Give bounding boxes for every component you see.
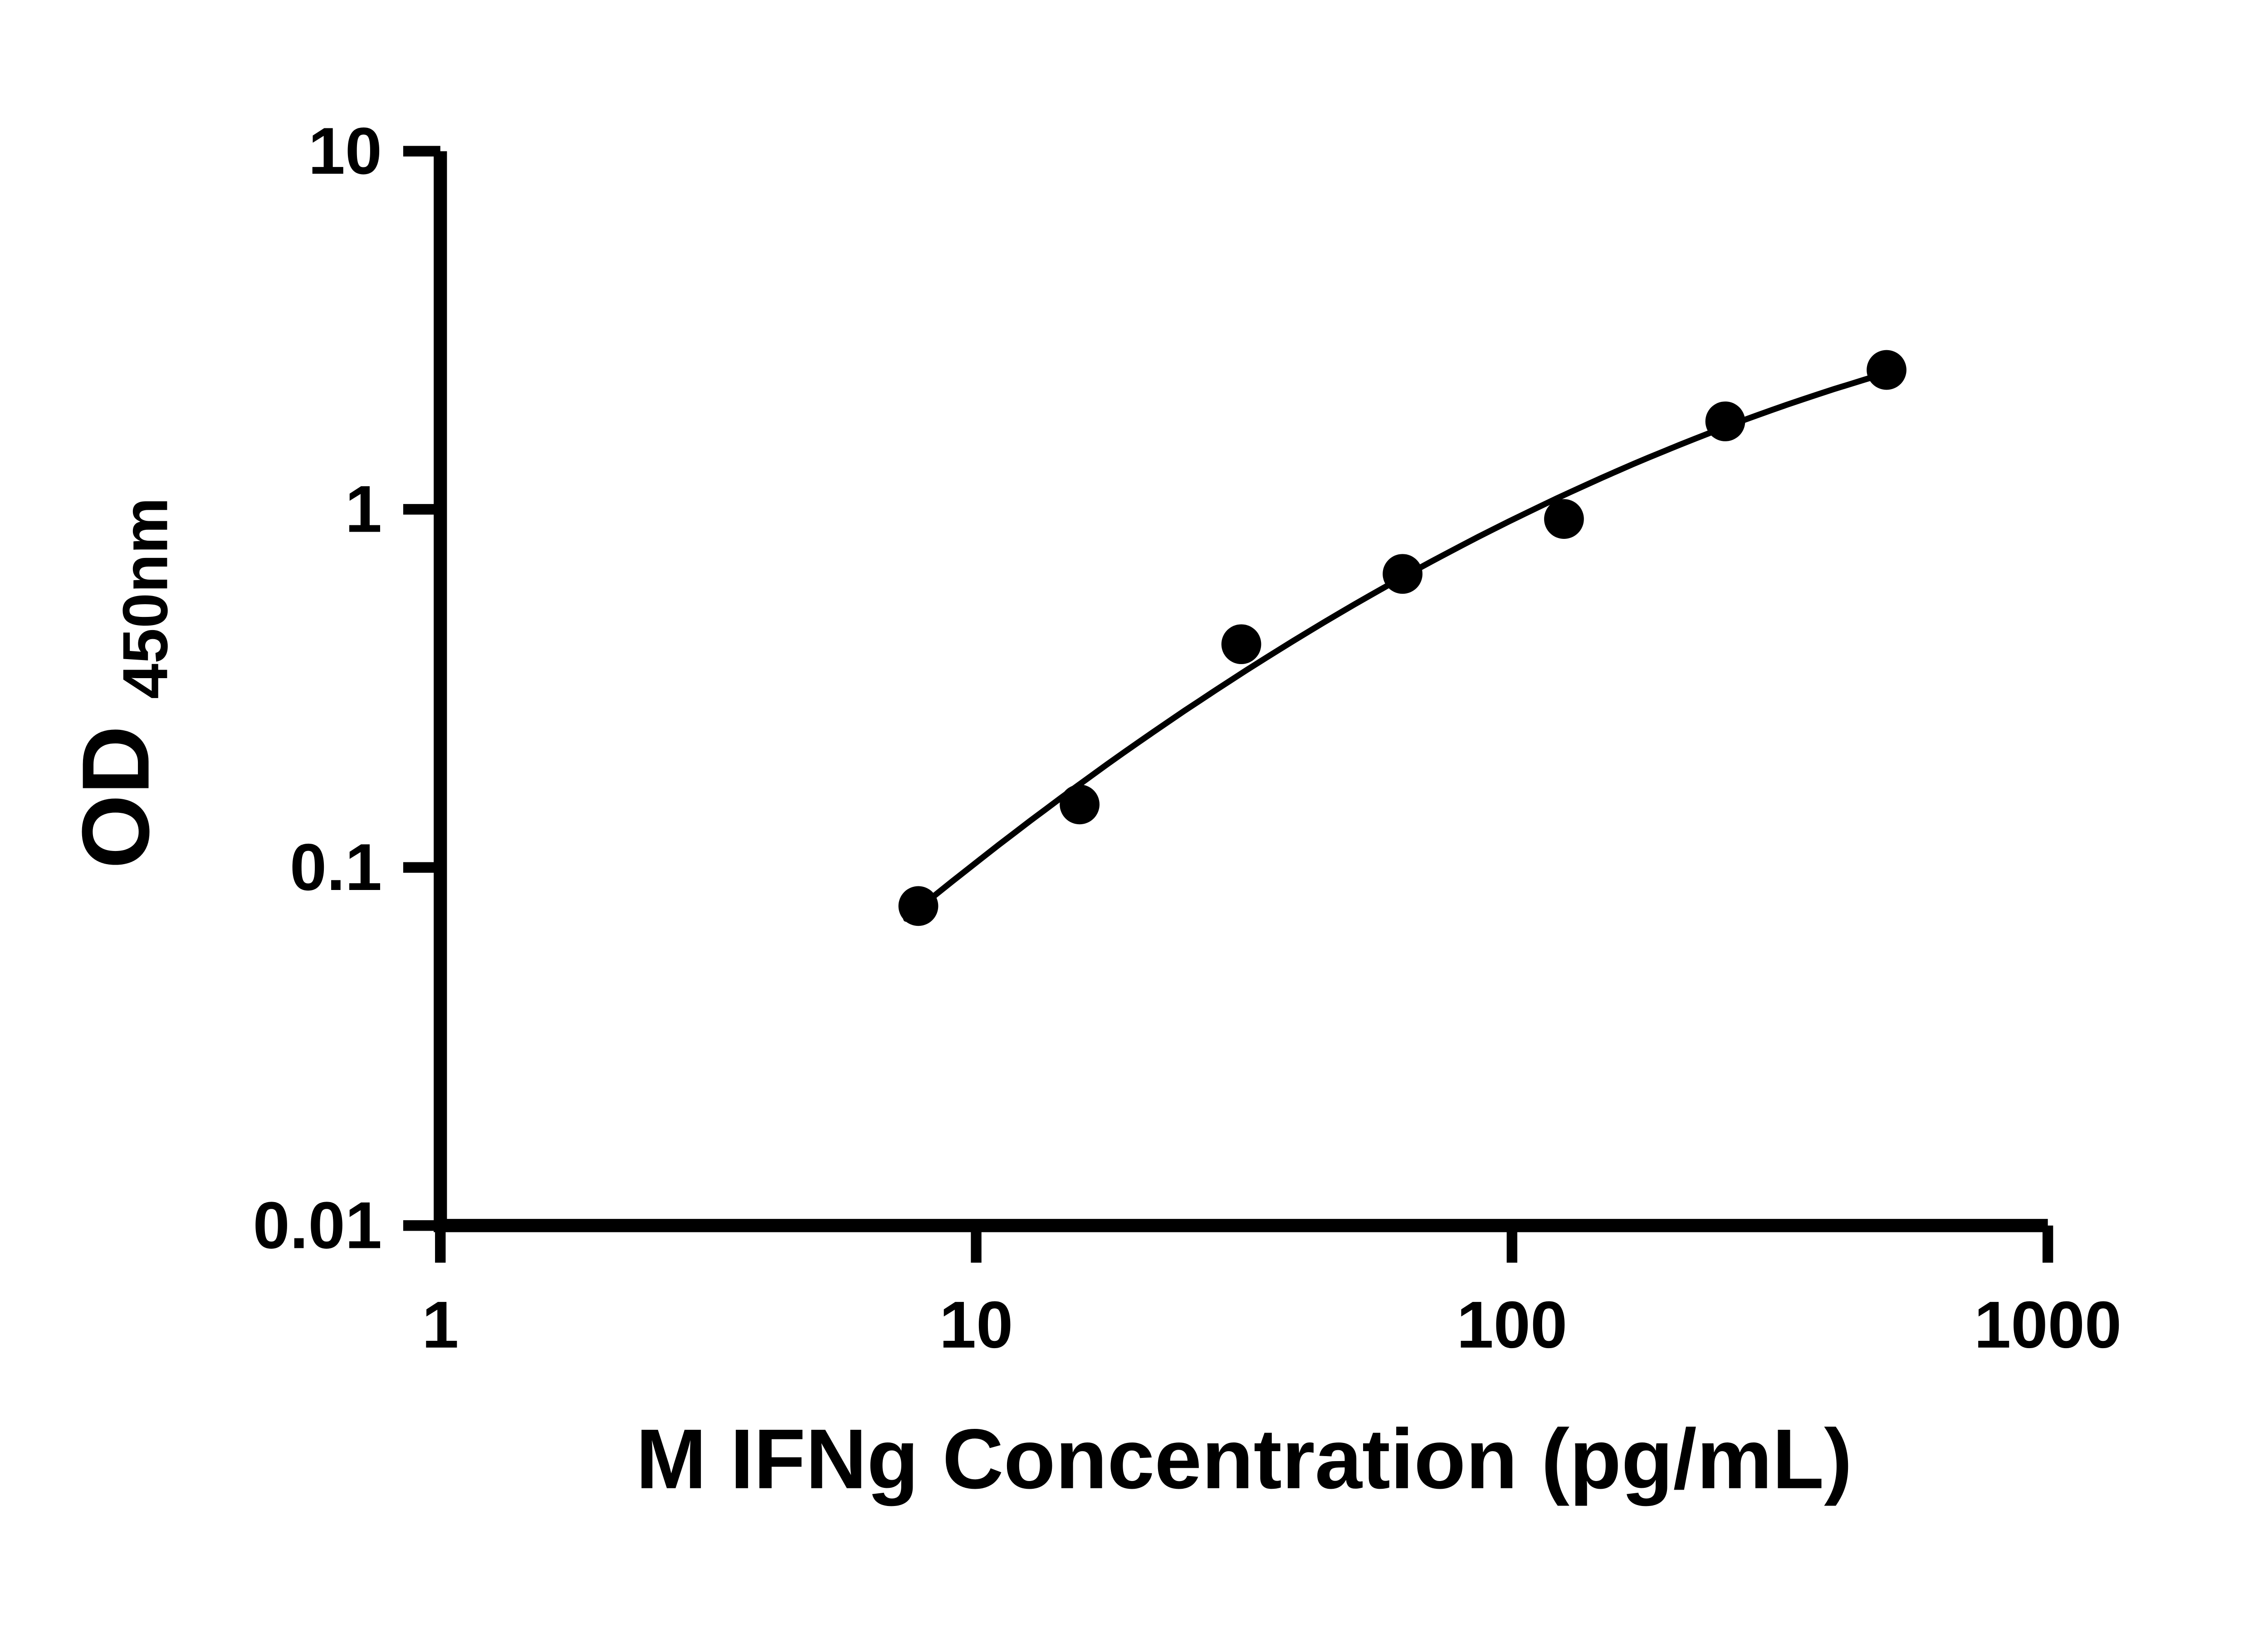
data-points-layer bbox=[898, 350, 1906, 926]
axes-layer bbox=[434, 151, 2048, 1232]
y-tick-label: 0.01 bbox=[253, 1188, 382, 1262]
data-point bbox=[898, 886, 938, 926]
x-tick-label: 1 bbox=[422, 1288, 459, 1362]
y-axis-label-main: OD bbox=[62, 726, 169, 869]
data-point bbox=[1060, 784, 1100, 825]
y-axis-label: OD 450nm bbox=[62, 497, 181, 869]
y-tick-label: 1 bbox=[345, 472, 382, 546]
data-point bbox=[1221, 624, 1261, 665]
x-tick-label: 10 bbox=[939, 1288, 1013, 1362]
tick-labels-layer: 10 1 0.1 0.01 1 10 100 1000 bbox=[253, 114, 2122, 1362]
data-point bbox=[1544, 499, 1584, 539]
elisa-standard-curve-figure: 10 1 0.1 0.01 1 10 100 1000 M IFNg Concentratio… bbox=[62, 114, 2122, 1506]
chart-canvas: 10 1 0.1 0.01 1 10 100 1000 M IFNg Concentratio… bbox=[62, 114, 2122, 1506]
fit-curve bbox=[903, 367, 1899, 922]
data-point bbox=[1867, 350, 1906, 390]
x-tick-label: 100 bbox=[1457, 1288, 1567, 1362]
ticks-layer bbox=[403, 146, 2053, 1263]
axis-spines bbox=[434, 151, 2048, 1232]
x-tick-label: 1000 bbox=[1974, 1288, 2121, 1362]
y-axis-label-sub: 450nm bbox=[109, 497, 181, 699]
y-tick-label: 0.1 bbox=[290, 830, 382, 904]
data-point bbox=[1705, 401, 1745, 441]
data-point bbox=[1383, 554, 1422, 594]
y-tick-label: 10 bbox=[308, 114, 382, 188]
fit-curve-layer bbox=[903, 367, 1899, 922]
x-axis-label: M IFNg Concentration (pg/mL) bbox=[636, 1412, 1853, 1506]
